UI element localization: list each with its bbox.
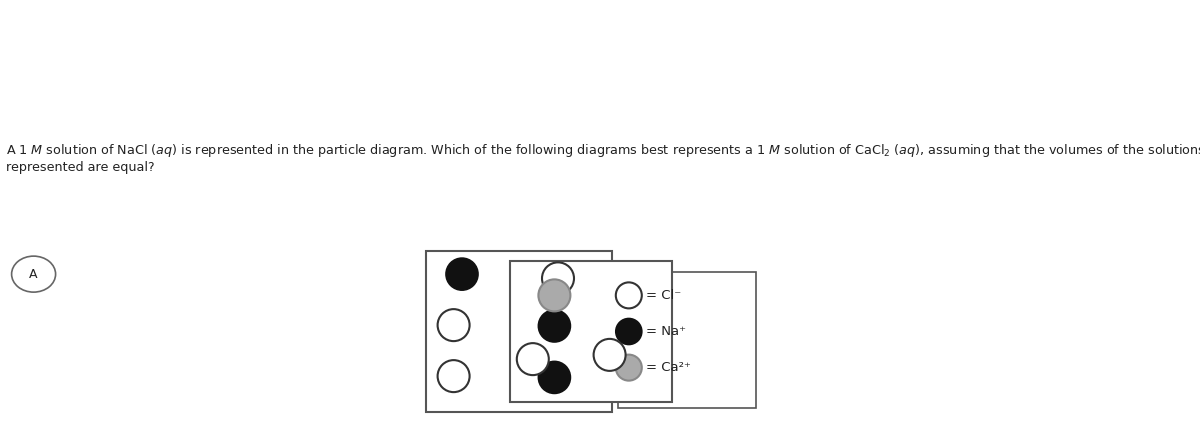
Ellipse shape: [517, 343, 548, 375]
Bar: [618, 272, 756, 408]
Bar: [426, 251, 612, 412]
Ellipse shape: [542, 262, 574, 295]
Ellipse shape: [594, 339, 625, 371]
Ellipse shape: [446, 258, 478, 290]
Ellipse shape: [438, 360, 469, 392]
Ellipse shape: [616, 354, 642, 381]
Ellipse shape: [438, 309, 469, 341]
Ellipse shape: [539, 279, 570, 312]
Bar: [510, 261, 672, 402]
Text: = Cl⁻: = Cl⁻: [646, 289, 680, 302]
Ellipse shape: [539, 310, 570, 342]
Ellipse shape: [539, 361, 570, 394]
Text: = Na⁺: = Na⁺: [646, 325, 685, 338]
Ellipse shape: [616, 318, 642, 345]
Text: A 1 $M$ solution of NaCl $(aq)$ is represented in the particle diagram. Which of: A 1 $M$ solution of NaCl $(aq)$ is repre…: [6, 142, 1200, 174]
Text: A: A: [29, 268, 38, 280]
Ellipse shape: [12, 256, 55, 292]
Ellipse shape: [616, 282, 642, 309]
Text: = Ca²⁺: = Ca²⁺: [646, 361, 690, 374]
